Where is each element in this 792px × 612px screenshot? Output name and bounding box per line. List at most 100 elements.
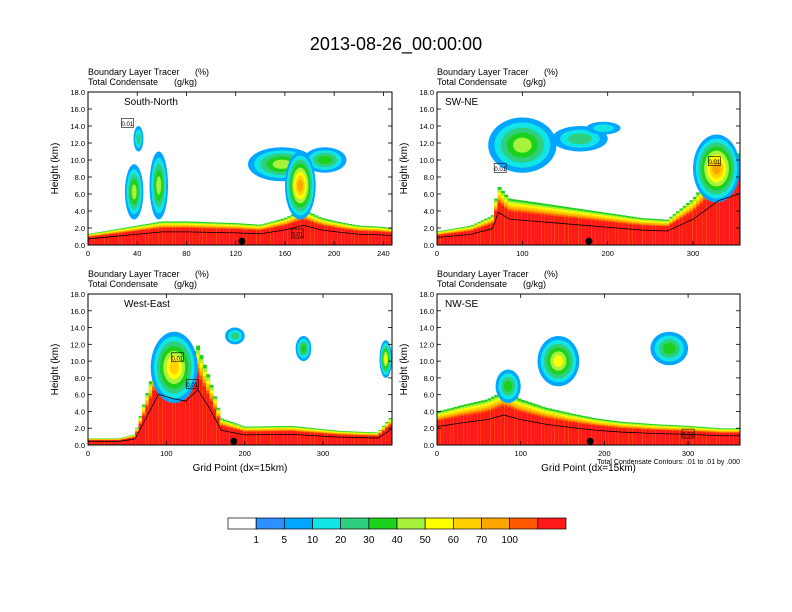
colorbar-swatch: [425, 518, 453, 529]
location-marker: [238, 238, 245, 245]
cloud-patch: [384, 355, 387, 364]
panel-west-east: 0.010.010.02.04.06.08.010.012.014.016.01…: [50, 269, 393, 474]
y-axis-label: Height (km): [399, 143, 410, 195]
x-tick-label: 200: [238, 449, 251, 458]
x-tick-label: 40: [133, 249, 141, 258]
cloud-patch: [568, 133, 592, 144]
contour-label: 0.01: [709, 160, 721, 166]
y-tick-label: 18.0: [70, 290, 85, 299]
y-tick-label: 4.0: [75, 407, 85, 416]
subtitle-tracer: Boundary Layer Tracer: [437, 67, 529, 77]
subtitle-condensate-units: (g/kg): [174, 77, 197, 87]
y-tick-label: 6.0: [424, 190, 434, 199]
figure-title: 2013-08-26_00:00:00: [310, 34, 482, 55]
cloud-tracer-regions: [151, 328, 392, 403]
subtitle-condensate: Total Condensate: [437, 77, 507, 87]
colorbar-label: 40: [391, 535, 403, 546]
colorbar-swatch: [482, 518, 510, 529]
x-tick-label: 80: [182, 249, 190, 258]
x-tick-label: 0: [86, 449, 90, 458]
panel-nw-se: 0.010.02.04.06.08.010.012.014.016.018.00…: [399, 269, 741, 474]
y-tick-label: 12.0: [70, 139, 85, 148]
subtitle-condensate: Total Condensate: [437, 279, 507, 289]
colorbar-label: 20: [335, 535, 347, 546]
y-tick-label: 14.0: [419, 122, 434, 131]
colorbar-swatch: [453, 518, 481, 529]
subtitle-tracer: Boundary Layer Tracer: [437, 269, 529, 279]
y-tick-label: 0.0: [75, 241, 85, 250]
x-tick-label: 200: [601, 249, 614, 258]
cloud-tracer-regions: [125, 126, 347, 220]
plot-area: [88, 126, 393, 245]
y-tick-label: 2.0: [75, 224, 85, 233]
colorbar-label: 1: [253, 535, 259, 546]
panel-label: West-East: [124, 299, 170, 310]
y-tick-label: 14.0: [70, 324, 85, 333]
y-tick-label: 16.0: [419, 105, 434, 114]
cloud-patch: [318, 156, 332, 165]
colorbar-swatch: [397, 518, 425, 529]
y-tick-label: 4.0: [424, 407, 434, 416]
y-tick-label: 8.0: [424, 374, 434, 383]
y-tick-label: 10.0: [70, 357, 85, 366]
contour-label: 0.01: [186, 383, 198, 389]
panel-label: SW-NE: [445, 97, 478, 108]
y-tick-label: 2.0: [424, 224, 434, 233]
contour-label: 0.01: [682, 433, 694, 439]
subtitle-tracer-units: (%): [195, 67, 209, 77]
subtitle-condensate-units: (g/kg): [174, 279, 197, 289]
plot-area: [437, 332, 741, 445]
subtitle-condensate: Total Condensate: [88, 279, 158, 289]
cloud-patch: [513, 138, 532, 153]
colorbar-label: 70: [476, 535, 488, 546]
x-axis-label: Grid Point (dx=15km): [193, 463, 288, 474]
contour-label: 0.01: [171, 356, 183, 362]
panel-south-north: 0.010.010.02.04.06.08.010.012.014.016.01…: [50, 67, 393, 258]
x-tick-label: 100: [160, 449, 173, 458]
subtitle-tracer-units: (%): [544, 67, 558, 77]
boundary-layer-field: [437, 392, 741, 445]
x-tick-label: 160: [279, 249, 292, 258]
subtitle-tracer-units: (%): [544, 269, 558, 279]
y-tick-label: 12.0: [419, 340, 434, 349]
panel-label: NW-SE: [445, 299, 478, 310]
plot-area: [88, 328, 393, 445]
y-tick-label: 18.0: [70, 88, 85, 97]
contour-label: 0.01: [122, 122, 134, 128]
subtitle-tracer-units: (%): [195, 269, 209, 279]
x-tick-label: 200: [328, 249, 341, 258]
cloud-patch: [132, 184, 137, 199]
y-axis-label: Height (km): [50, 143, 61, 195]
plot-frame: [88, 294, 392, 445]
location-marker: [587, 438, 594, 445]
x-tick-label: 0: [435, 449, 439, 458]
location-marker: [230, 438, 237, 445]
y-tick-label: 8.0: [75, 173, 85, 182]
location-marker: [585, 238, 592, 245]
y-tick-label: 2.0: [75, 424, 85, 433]
y-tick-label: 16.0: [419, 307, 434, 316]
x-tick-label: 100: [514, 449, 527, 458]
y-tick-label: 18.0: [419, 88, 434, 97]
x-tick-label: 120: [229, 249, 242, 258]
y-tick-label: 4.0: [75, 207, 85, 216]
cloud-patch: [136, 133, 140, 144]
y-tick-label: 10.0: [70, 156, 85, 165]
footnote: Total Condensate Contours: .01 to .01 by…: [597, 459, 740, 466]
contour-label: 0.01: [494, 167, 506, 173]
y-tick-label: 2.0: [424, 424, 434, 433]
y-tick-label: 12.0: [419, 139, 434, 148]
subtitle-condensate: Total Condensate: [88, 77, 158, 87]
x-tick-label: 0: [86, 249, 90, 258]
x-tick-label: 240: [377, 249, 390, 258]
y-tick-label: 4.0: [424, 207, 434, 216]
x-tick-label: 100: [516, 249, 529, 258]
colorbar-swatch: [369, 518, 397, 529]
cloud-patch: [301, 344, 306, 352]
y-tick-label: 10.0: [419, 357, 434, 366]
subtitle-condensate-units: (g/kg): [523, 279, 546, 289]
x-tick-label: 0: [435, 249, 439, 258]
colorbar-label: 100: [501, 535, 518, 546]
cloud-patch: [663, 343, 676, 354]
y-axis-label: Height (km): [50, 344, 61, 396]
